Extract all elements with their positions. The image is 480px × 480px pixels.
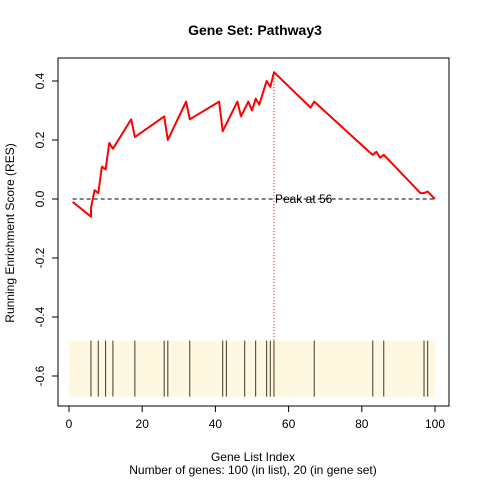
plot-frame [57, 57, 450, 407]
x-axis-label: Gene List Index [211, 450, 295, 464]
plot-area: Peak at 56 0 20 40 60 80 100 -0.6 -0.4 -0.2 0.0 0.2… [33, 57, 450, 431]
x-tick-label: 40 [209, 417, 223, 431]
x-tick-label: 80 [355, 417, 369, 431]
y-axis-label: Running Enrichment Score (RES) [3, 143, 17, 322]
chart-title: Gene Set: Pathway3 [188, 22, 322, 38]
peak-label: Peak at 56 [275, 192, 333, 206]
y-tick-label: -0.2 [33, 247, 47, 268]
y-tick-label: 0.0 [33, 190, 47, 207]
enrichment-score-line [72, 71, 436, 218]
gene-set-hits-band [69, 340, 435, 397]
y-tick-label: -0.4 [33, 306, 47, 327]
x-tick-label: 60 [282, 417, 296, 431]
x-tick-label: 100 [425, 417, 445, 431]
y-tick-label: -0.6 [33, 365, 47, 386]
y-tick-label: 0.2 [33, 131, 47, 148]
y-tick-label: 0.4 [33, 72, 47, 89]
x-tick-label: 0 [66, 417, 73, 431]
x-tick-label: 20 [136, 417, 150, 431]
chart-subtitle: Number of genes: 100 (in list), 20 (in g… [129, 463, 376, 477]
